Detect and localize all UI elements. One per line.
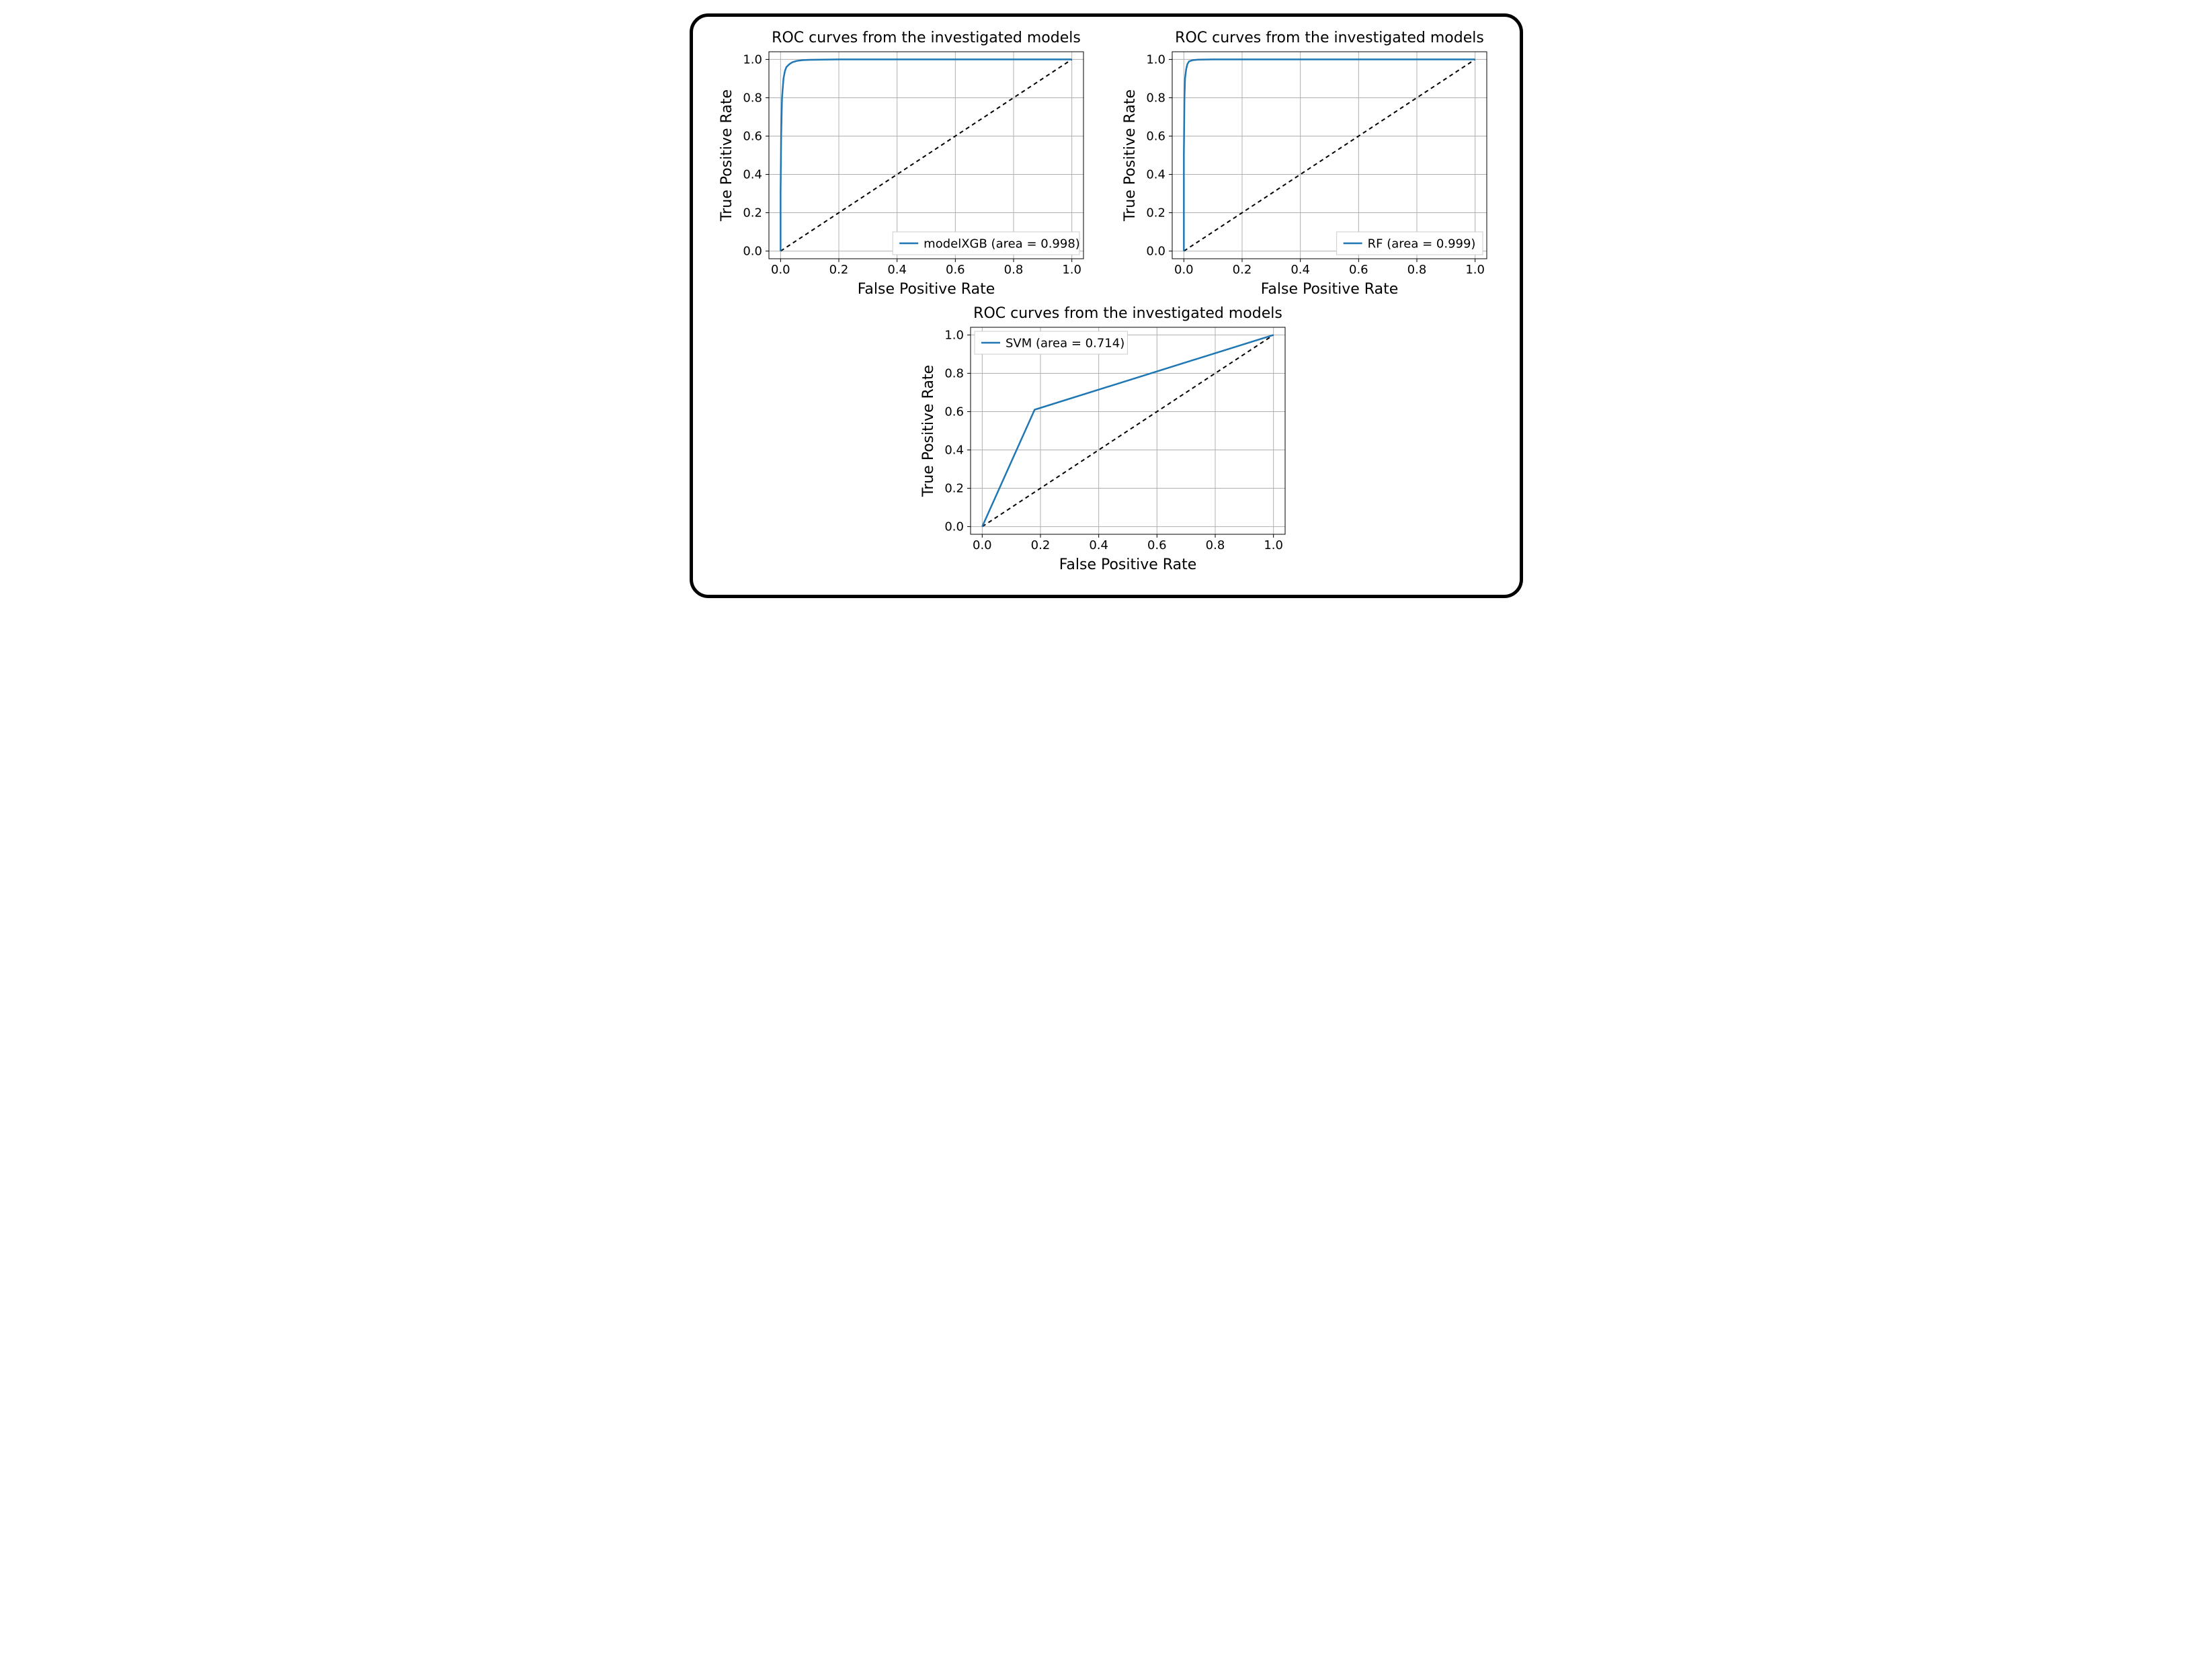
xtick-label: 0.2 bbox=[1030, 538, 1050, 552]
ytick-label: 1.0 bbox=[944, 328, 964, 342]
xtick-label: 1.0 bbox=[1264, 538, 1283, 552]
ytick-label: 0.4 bbox=[743, 168, 762, 182]
xtick-label: 0.2 bbox=[829, 263, 848, 277]
row-bottom: 0.0 0.2 0.4 0.6 0.8 1.0 0.0 0.2 0.4 0.6 0.8 1.0 Fals… bbox=[709, 303, 1504, 579]
xtick-label: 0.0 bbox=[771, 263, 790, 277]
legend-label: SVM (area = 0.714) bbox=[1006, 336, 1124, 350]
diagonal-ref-line bbox=[1184, 59, 1475, 251]
ytick-label: 1.0 bbox=[743, 52, 762, 67]
ytick-label: 0.4 bbox=[944, 444, 964, 458]
y-axis-label: True Positive Rate bbox=[920, 365, 937, 497]
ytick-label: 0.0 bbox=[743, 245, 762, 259]
row-top: 0.0 0.2 0.4 0.6 0.8 1.0 0.0 0.2 0.4 0.6 0.8 1.0 Fals… bbox=[709, 28, 1504, 303]
chart-title: ROC curves from the investigated models bbox=[772, 30, 1081, 46]
xtick-label: 0.8 bbox=[1205, 538, 1225, 552]
xtick-label: 0.6 bbox=[946, 263, 965, 277]
ytick-label: 0.8 bbox=[1146, 91, 1165, 105]
legend-label: modelXGB (area = 0.998) bbox=[924, 237, 1080, 251]
xtick-label: 1.0 bbox=[1062, 263, 1081, 277]
y-axis-label: True Positive Rate bbox=[719, 89, 735, 222]
ytick-label: 1.0 bbox=[1146, 52, 1165, 67]
x-axis-label: False Positive Rate bbox=[1260, 281, 1397, 298]
xtick-label: 1.0 bbox=[1465, 263, 1485, 277]
ytick-label: 0.4 bbox=[1146, 168, 1165, 182]
chart-title: ROC curves from the investigated models bbox=[973, 305, 1282, 322]
xtick-label: 0.2 bbox=[1232, 263, 1252, 277]
xtick-label: 0.4 bbox=[887, 263, 907, 277]
xtick-label: 0.6 bbox=[1147, 538, 1167, 552]
y-axis-label: True Positive Rate bbox=[1122, 89, 1139, 222]
chart-title: ROC curves from the investigated models bbox=[1175, 30, 1484, 46]
figure-frame: 0.0 0.2 0.4 0.6 0.8 1.0 0.0 0.2 0.4 0.6 0.8 1.0 Fals… bbox=[690, 13, 1523, 598]
roc-panel-rf: 0.0 0.2 0.4 0.6 0.8 1.0 0.0 0.2 0.4 0.6 0.8 1.0 Fals… bbox=[1120, 28, 1496, 303]
ytick-label: 0.8 bbox=[944, 366, 964, 380]
ytick-label: 0.6 bbox=[743, 129, 762, 143]
roc-chart-xgb: 0.0 0.2 0.4 0.6 0.8 1.0 0.0 0.2 0.4 0.6 0.8 1.0 Fals… bbox=[716, 28, 1093, 303]
ytick-label: 0.2 bbox=[944, 482, 964, 496]
xtick-label: 0.0 bbox=[1174, 263, 1194, 277]
xtick-label: 0.8 bbox=[1003, 263, 1023, 277]
roc-panel-xgb: 0.0 0.2 0.4 0.6 0.8 1.0 0.0 0.2 0.4 0.6 0.8 1.0 Fals… bbox=[716, 28, 1093, 303]
legend: modelXGB (area = 0.998) bbox=[893, 232, 1080, 255]
xtick-label: 0.6 bbox=[1349, 263, 1368, 277]
roc-chart-svm: 0.0 0.2 0.4 0.6 0.8 1.0 0.0 0.2 0.4 0.6 0.8 1.0 Fals… bbox=[918, 303, 1295, 579]
legend: RF (area = 0.999) bbox=[1336, 232, 1482, 255]
ytick-label: 0.6 bbox=[1146, 129, 1165, 143]
legend: SVM (area = 0.714) bbox=[975, 331, 1127, 354]
diagonal-ref-line bbox=[780, 59, 1071, 251]
xtick-label: 0.4 bbox=[1291, 263, 1310, 277]
roc-panel-svm: 0.0 0.2 0.4 0.6 0.8 1.0 0.0 0.2 0.4 0.6 0.8 1.0 Fals… bbox=[918, 303, 1295, 579]
ytick-label: 0.2 bbox=[743, 206, 762, 220]
ytick-label: 0.0 bbox=[1146, 245, 1165, 259]
ytick-label: 0.6 bbox=[944, 405, 964, 419]
xtick-label: 0.8 bbox=[1407, 263, 1426, 277]
legend-label: RF (area = 0.999) bbox=[1367, 237, 1475, 251]
ytick-label: 0.0 bbox=[944, 520, 964, 534]
ytick-label: 0.8 bbox=[743, 91, 762, 105]
xtick-label: 0.4 bbox=[1089, 538, 1108, 552]
x-axis-label: False Positive Rate bbox=[1059, 556, 1196, 573]
xtick-label: 0.0 bbox=[973, 538, 992, 552]
ytick-label: 0.2 bbox=[1146, 206, 1165, 220]
roc-chart-rf: 0.0 0.2 0.4 0.6 0.8 1.0 0.0 0.2 0.4 0.6 0.8 1.0 Fals… bbox=[1120, 28, 1496, 303]
x-axis-label: False Positive Rate bbox=[857, 281, 994, 298]
